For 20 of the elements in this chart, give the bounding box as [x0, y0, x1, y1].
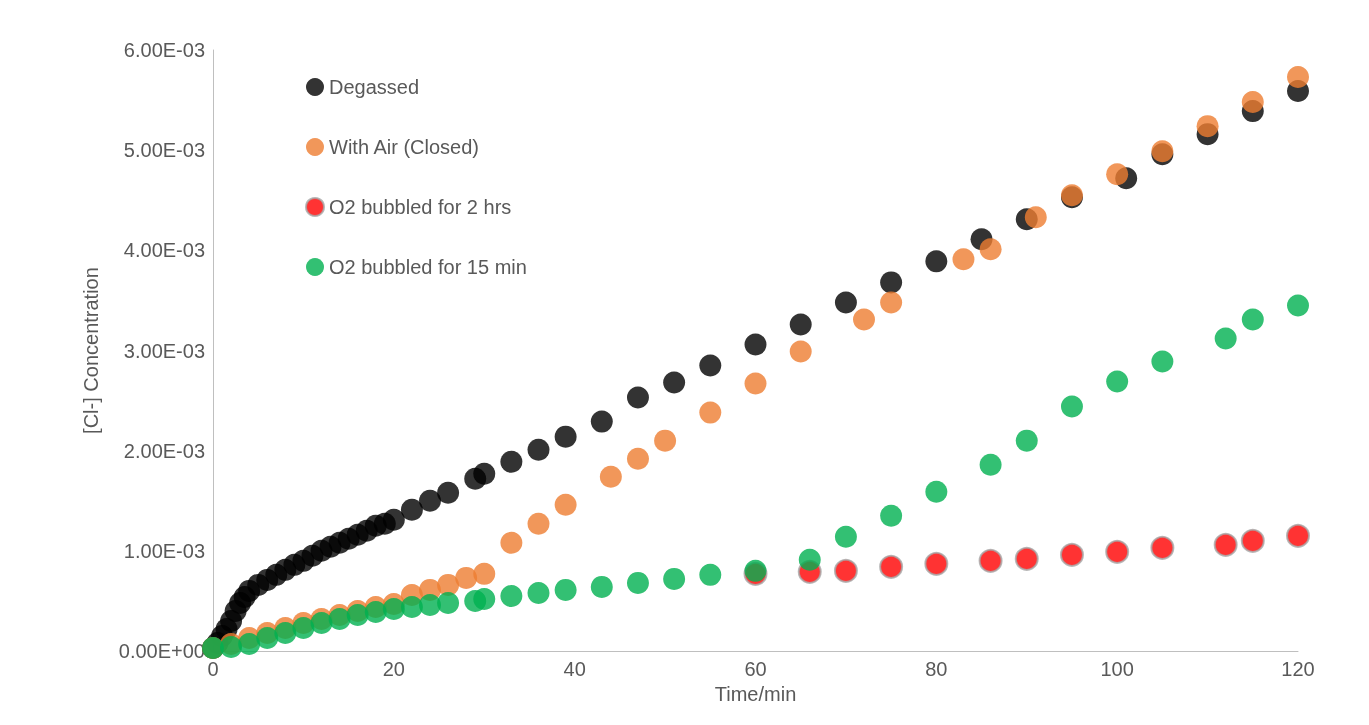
- legend-label: O2 bubbled for 2 hrs: [329, 196, 512, 218]
- y-tick-label: 2.00E-03: [123, 439, 205, 462]
- x-tick-label: 20: [382, 658, 405, 680]
- x-tick-label: 80: [925, 658, 948, 680]
- x-tick-label: 120: [1281, 658, 1315, 680]
- legend-label: With Air (Closed): [329, 136, 480, 158]
- y-tick-label: 5.00E-03: [123, 139, 205, 162]
- y-tick-label: 0.00E+00: [118, 640, 205, 662]
- legend-label: O2 bubbled for 15 min: [329, 256, 527, 278]
- x-tick-label: 0: [207, 658, 219, 680]
- y-axis-title: [Cl-] Concentration: [80, 267, 102, 434]
- y-tick-label: 4.00E-03: [123, 239, 205, 262]
- x-tick-label: 60: [744, 658, 767, 680]
- x-tick-label: 100: [1100, 658, 1134, 680]
- x-tick-label: 40: [563, 658, 586, 680]
- y-tick-label: 6.00E-03: [123, 39, 205, 61]
- legend-label: Degassed: [329, 76, 420, 98]
- y-tick-label: 3.00E-03: [123, 339, 205, 362]
- y-tick-label: 1.00E-03: [123, 539, 205, 562]
- x-axis-title: Time/min: [714, 682, 797, 705]
